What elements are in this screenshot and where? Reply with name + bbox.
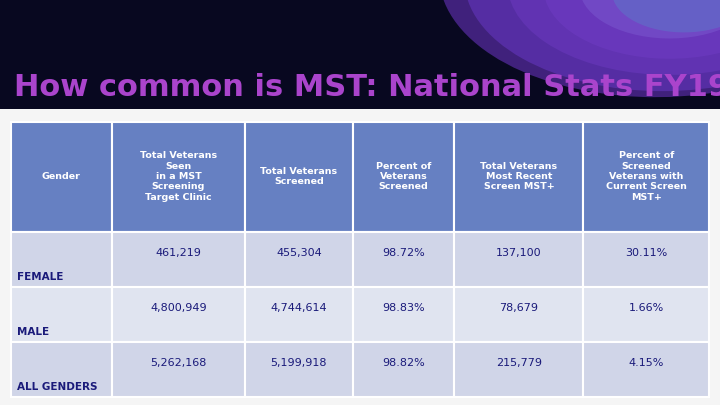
Ellipse shape — [508, 0, 720, 75]
Bar — [353, 122, 454, 232]
Bar — [0, 109, 720, 405]
Bar — [583, 232, 709, 287]
Text: Total Veterans
Screened: Total Veterans Screened — [261, 167, 338, 186]
Text: Percent of
Veterans
Screened: Percent of Veterans Screened — [376, 162, 431, 192]
Text: 5,199,918: 5,199,918 — [271, 358, 327, 368]
Text: 30.11%: 30.11% — [625, 247, 667, 258]
Bar — [454, 122, 583, 232]
Text: Total Veterans
Seen
in a MST
Screening
Target Clinic: Total Veterans Seen in a MST Screening T… — [140, 151, 217, 202]
Text: 455,304: 455,304 — [276, 247, 322, 258]
Bar — [583, 287, 709, 342]
Text: ALL GENDERS: ALL GENDERS — [17, 382, 97, 392]
Bar — [454, 232, 583, 287]
Text: 1.66%: 1.66% — [629, 303, 664, 313]
Text: 5,262,168: 5,262,168 — [150, 358, 207, 368]
Ellipse shape — [580, 0, 720, 38]
Ellipse shape — [439, 0, 720, 97]
Bar — [11, 287, 112, 342]
Bar — [245, 232, 353, 287]
Bar — [245, 287, 353, 342]
Text: Gender: Gender — [42, 172, 81, 181]
Text: How common is MST: National Stats FY19: How common is MST: National Stats FY19 — [14, 72, 720, 102]
Text: 137,100: 137,100 — [496, 247, 541, 258]
Text: 4,744,614: 4,744,614 — [271, 303, 327, 313]
Bar — [112, 232, 245, 287]
Text: MALE: MALE — [17, 327, 49, 337]
Text: 461,219: 461,219 — [156, 247, 202, 258]
Text: 78,679: 78,679 — [500, 303, 539, 313]
Bar — [583, 122, 709, 232]
Bar — [245, 342, 353, 397]
Text: FEMALE: FEMALE — [17, 272, 63, 282]
Bar — [11, 122, 112, 232]
Bar — [353, 342, 454, 397]
Bar — [454, 342, 583, 397]
Bar — [353, 287, 454, 342]
Text: 215,779: 215,779 — [496, 358, 542, 368]
Bar — [112, 342, 245, 397]
Bar — [454, 287, 583, 342]
Bar — [583, 342, 709, 397]
Ellipse shape — [464, 0, 720, 91]
Bar — [112, 122, 245, 232]
Text: Total Veterans
Most Recent
Screen MST+: Total Veterans Most Recent Screen MST+ — [480, 162, 557, 192]
Text: 4.15%: 4.15% — [629, 358, 664, 368]
Text: 4,800,949: 4,800,949 — [150, 303, 207, 313]
Text: 98.72%: 98.72% — [382, 247, 425, 258]
Bar — [353, 232, 454, 287]
Text: Percent of
Screened
Veterans with
Current Screen
MST+: Percent of Screened Veterans with Curren… — [606, 151, 687, 202]
Bar — [11, 232, 112, 287]
Bar — [11, 342, 112, 397]
Bar — [245, 122, 353, 232]
Bar — [112, 287, 245, 342]
Ellipse shape — [544, 0, 720, 59]
Text: 98.82%: 98.82% — [382, 358, 425, 368]
Text: 98.83%: 98.83% — [382, 303, 425, 313]
Ellipse shape — [612, 0, 720, 32]
Bar — [0, 0, 720, 109]
